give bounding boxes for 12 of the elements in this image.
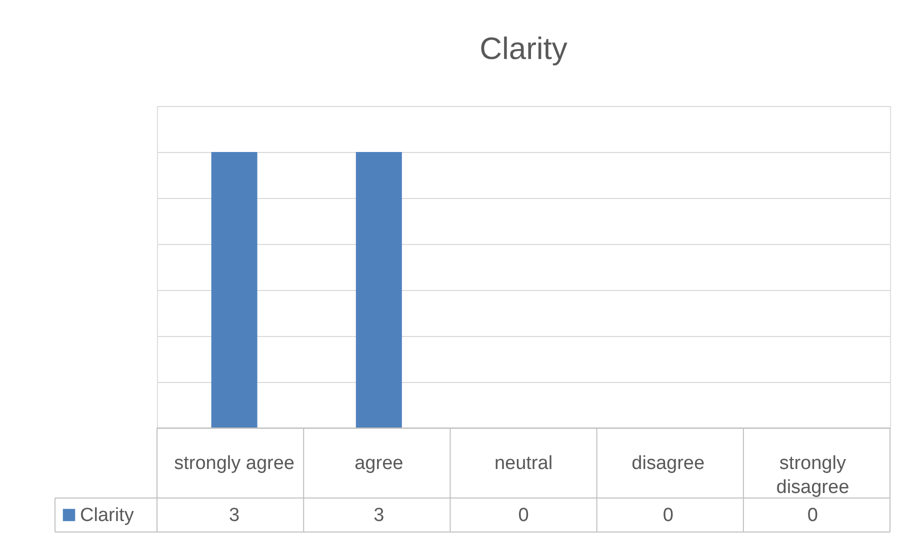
data-label: 3 [229, 505, 240, 526]
data-label: 3 [374, 505, 384, 526]
x-tick-label: disagree [632, 453, 705, 474]
x-tick-label: strongly agree [174, 453, 295, 474]
x-tick-label: neutral [494, 453, 553, 474]
x-tick-label: strongly disagree [776, 453, 850, 498]
data-label: 0 [662, 505, 674, 526]
data-label: 0 [518, 505, 529, 526]
chart-title: Clarity [480, 31, 568, 66]
data-label: 0 [807, 505, 818, 526]
x-tick-label: agree [354, 453, 404, 474]
legend-label: Clarity [80, 505, 134, 526]
